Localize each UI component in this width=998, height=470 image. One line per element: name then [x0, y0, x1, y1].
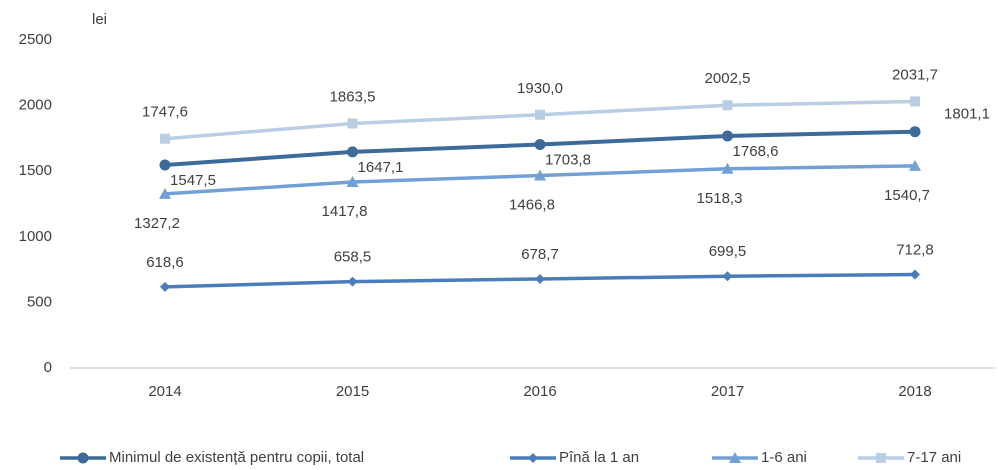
data-label: 1747,6 [142, 104, 188, 121]
marker [160, 281, 170, 292]
x-tick-label: 2014 [148, 383, 181, 400]
y-tick-label: 0 [44, 359, 52, 376]
marker [347, 118, 358, 129]
data-label: 1647,1 [358, 159, 404, 176]
marker [535, 273, 545, 284]
data-label: 658,5 [334, 249, 372, 266]
x-tick-label: 2017 [711, 383, 744, 400]
marker [159, 187, 171, 199]
marker [722, 130, 733, 142]
marker [528, 453, 538, 463]
data-label: 618,6 [146, 254, 184, 271]
marker [160, 133, 170, 144]
marker [534, 169, 546, 181]
marker [910, 96, 920, 107]
data-label: 699,5 [709, 243, 747, 260]
y-tick-label: 1500 [19, 162, 52, 179]
legend-label: Minimul de existență pentru copii, total [109, 449, 364, 466]
data-label: 1327,2 [134, 215, 180, 232]
data-label: 1466,8 [509, 197, 555, 214]
marker [729, 452, 741, 463]
data-label: 1547,5 [170, 172, 216, 189]
data-label: 1703,8 [545, 151, 591, 168]
marker [534, 138, 546, 150]
marker [909, 159, 921, 171]
data-label: 1518,3 [697, 190, 743, 207]
data-label: 1768,6 [733, 143, 779, 160]
data-label: 678,7 [521, 246, 559, 263]
y-tick-label: 2000 [19, 97, 52, 114]
marker [346, 175, 359, 187]
marker [535, 109, 545, 120]
x-tick-label: 2018 [898, 383, 931, 400]
data-label: 1540,7 [884, 187, 930, 204]
y-axis-label: lei [92, 11, 107, 28]
y-tick-label: 1000 [19, 228, 52, 245]
y-tick-label: 500 [27, 293, 52, 310]
y-tick-label: 2500 [19, 31, 52, 48]
marker [347, 146, 358, 158]
marker [909, 126, 921, 138]
legend-label: 1-6 ani [761, 449, 807, 466]
data-label: 2031,7 [892, 66, 938, 83]
marker [347, 276, 358, 287]
x-tick-label: 2016 [523, 383, 556, 400]
marker [159, 159, 171, 171]
marker [721, 162, 734, 174]
data-label: 1417,8 [322, 203, 368, 220]
marker [876, 453, 886, 463]
data-label: 2002,5 [705, 70, 751, 87]
legend-label: 7-17 ani [907, 449, 961, 466]
marker [722, 271, 733, 282]
marker [77, 452, 89, 464]
data-label: 1930,0 [517, 80, 563, 97]
legend-label: Pînă la 1 an [559, 449, 639, 466]
data-label: 1801,1 [944, 106, 990, 123]
marker [722, 100, 733, 111]
data-label: 1863,5 [330, 88, 376, 105]
marker [910, 269, 920, 280]
data-label: 712,8 [896, 241, 934, 258]
x-tick-label: 2015 [336, 383, 369, 400]
